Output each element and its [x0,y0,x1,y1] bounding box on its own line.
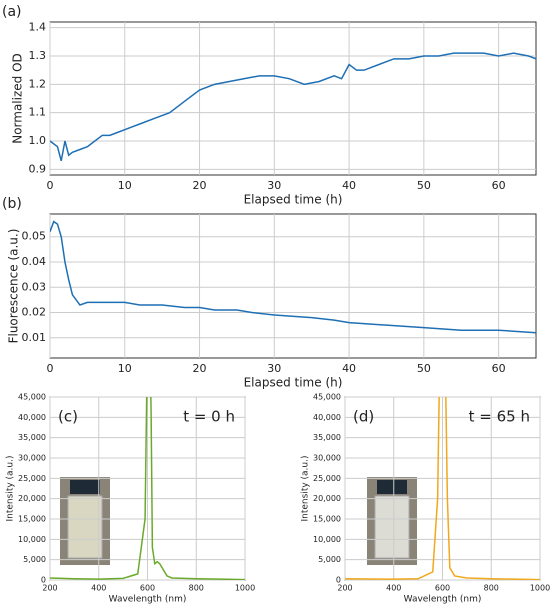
y-tick-label: 10,000 [18,535,46,544]
y-tick-label: 10,000 [313,535,341,544]
y-tick-label: 30,000 [313,454,341,463]
y-tick-label: 0.03 [22,280,47,293]
x-tick-label: 50 [417,362,431,375]
y-tick-label: 0.9 [29,162,47,175]
data-line [345,397,540,580]
y-tick-label: 1.0 [29,134,47,147]
y-tick-label: 1.4 [29,21,47,34]
x-tick-label: 20 [193,362,207,375]
y-tick-label: 1.2 [29,77,47,90]
y-tick-label: 0.05 [22,230,47,243]
y-tick-label: 40,000 [313,413,341,422]
x-tick-label: 1000 [530,584,550,593]
y-tick-label: 0.02 [22,306,47,319]
y-tick-label: 35,000 [18,433,46,442]
y-tick-label: 0.04 [22,255,47,268]
x-tick-label: 0 [47,362,54,375]
x-tick-label: 200 [42,584,57,593]
x-tick-label: 10 [118,362,132,375]
y-tick-label: 25,000 [18,474,46,483]
x-tick-label: 800 [189,584,204,593]
x-tick-label: 40 [342,179,356,192]
y-tick-label: 15,000 [313,515,341,524]
x-tick-label: 40 [342,362,356,375]
x-tick-label: 1000 [235,584,255,593]
y-tick-label: 45,000 [313,393,341,402]
annotation: t = 65 h [469,408,530,426]
x-tick-label: 60 [492,362,506,375]
panel-label: (d) [353,408,374,426]
y-tick-label: 0.01 [22,331,47,344]
x-tick-label: 800 [484,584,499,593]
y-tick-label: 20,000 [313,494,341,503]
annotation: t = 0 h [183,408,235,426]
y-tick-label: 20,000 [18,494,46,503]
x-tick-label: 600 [140,584,155,593]
y-tick-label: 0 [41,576,46,585]
data-line [50,220,536,334]
x-tick-label: 30 [267,362,281,375]
y-axis-title: Intensity (a.u.) [301,456,311,522]
panel-label: (a) [2,4,22,20]
x-tick-label: 60 [492,179,506,192]
vial-photo-c [60,477,110,565]
y-tick-label: 30,000 [18,454,46,463]
y-axis-title: Normalized OD [11,53,25,144]
x-tick-label: 20 [193,179,207,192]
x-tick-label: 400 [386,584,401,593]
y-tick-label: 1.1 [29,106,47,119]
y-tick-label: 0 [336,576,341,585]
x-tick-label: 0 [47,179,54,192]
x-tick-label: 30 [267,179,281,192]
panel-label: (b) [2,196,22,212]
x-axis-title: Wavelength (nm) [404,595,482,605]
x-tick-label: 200 [337,584,352,593]
x-tick-label: 50 [417,179,431,192]
x-axis-title: Elapsed time (h) [244,376,343,390]
x-axis-title: Wavelength (nm) [109,595,187,605]
y-tick-label: 45,000 [18,393,46,402]
y-tick-label: 15,000 [18,515,46,524]
x-axis-title: Elapsed time (h) [244,193,343,207]
y-tick-label: 1.3 [29,49,47,62]
y-tick-label: 25,000 [313,474,341,483]
plot-frame [49,213,537,359]
y-tick-label: 5,000 [23,555,46,564]
x-tick-label: 400 [91,584,106,593]
y-tick-label: 40,000 [18,413,46,422]
panel-label: (c) [58,408,78,426]
data-line [50,52,536,162]
x-tick-label: 600 [435,584,450,593]
x-tick-label: 10 [118,179,132,192]
y-axis-title: Fluorescence (a.u.) [7,229,21,344]
vial-photo-d [367,477,417,565]
data-line [50,397,245,580]
y-axis-title: Intensity (a.u.) [6,456,16,522]
plot-frame [49,21,537,176]
y-tick-label: 35,000 [313,433,341,442]
y-tick-label: 5,000 [318,555,341,564]
